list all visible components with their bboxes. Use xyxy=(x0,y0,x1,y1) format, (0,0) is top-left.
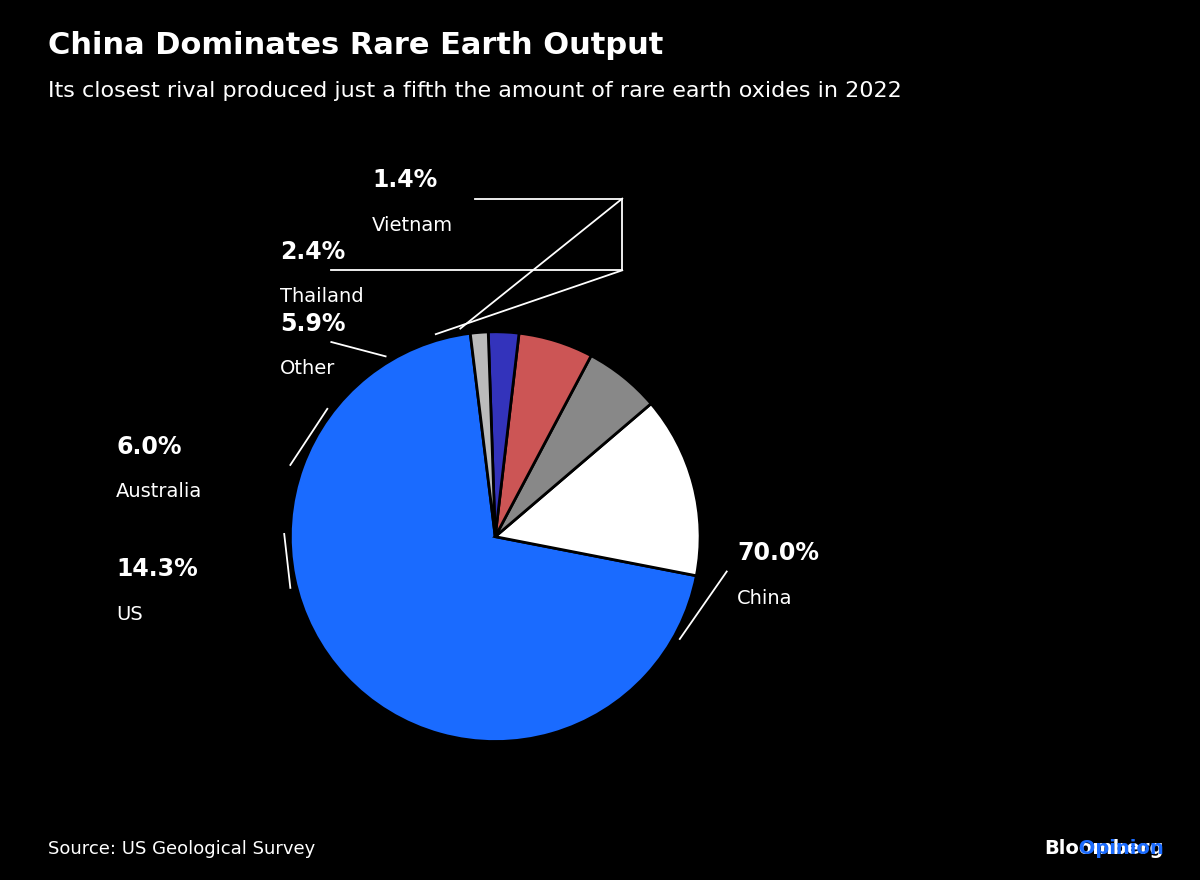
Text: 1.4%: 1.4% xyxy=(372,168,438,192)
Text: Thailand: Thailand xyxy=(280,288,364,306)
Wedge shape xyxy=(488,332,520,537)
Text: 5.9%: 5.9% xyxy=(280,312,346,335)
Text: 2.4%: 2.4% xyxy=(280,240,346,264)
Wedge shape xyxy=(470,332,496,537)
Text: China Dominates Rare Earth Output: China Dominates Rare Earth Output xyxy=(48,31,664,60)
Text: 6.0%: 6.0% xyxy=(116,435,181,458)
Wedge shape xyxy=(496,404,700,576)
Text: 70.0%: 70.0% xyxy=(737,541,818,565)
Text: Australia: Australia xyxy=(116,482,203,501)
Wedge shape xyxy=(496,334,592,537)
Text: Vietnam: Vietnam xyxy=(372,216,454,235)
Wedge shape xyxy=(290,334,696,742)
Text: Bloomberg: Bloomberg xyxy=(1045,839,1164,858)
Text: Other: Other xyxy=(280,359,336,378)
Text: Opinion: Opinion xyxy=(1073,839,1164,858)
Text: 14.3%: 14.3% xyxy=(116,557,198,582)
Text: Its closest rival produced just a fifth the amount of rare earth oxides in 2022: Its closest rival produced just a fifth … xyxy=(48,81,901,101)
Text: US: US xyxy=(116,605,143,624)
Text: Source: US Geological Survey: Source: US Geological Survey xyxy=(48,840,316,858)
Text: China: China xyxy=(737,589,792,607)
Wedge shape xyxy=(496,356,652,537)
